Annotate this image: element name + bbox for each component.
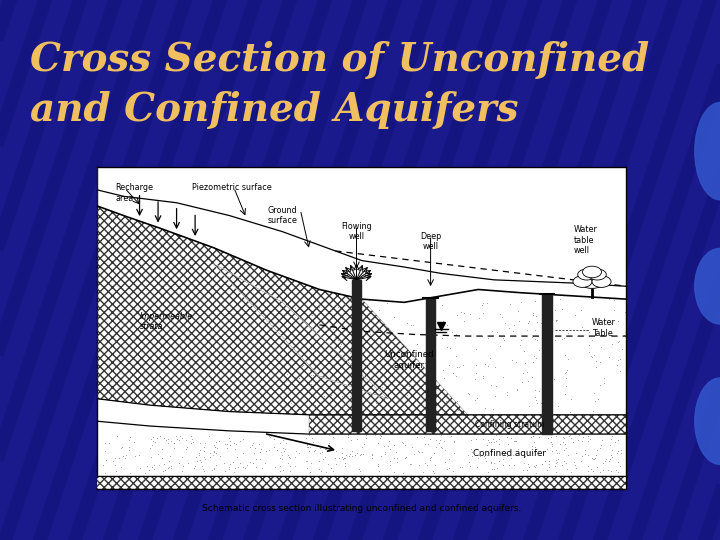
Polygon shape (542, 294, 552, 434)
Text: Ground
surface: Ground surface (268, 206, 297, 225)
Polygon shape (309, 415, 626, 434)
Circle shape (592, 276, 611, 287)
Text: Recharge
area: Recharge area (116, 184, 154, 203)
Circle shape (588, 269, 606, 280)
Polygon shape (97, 476, 626, 489)
Text: Water
Table: Water Table (592, 319, 616, 338)
Circle shape (577, 269, 595, 280)
Circle shape (577, 271, 607, 288)
Text: Impermeable
strata: Impermeable strata (140, 312, 193, 332)
Polygon shape (426, 298, 436, 431)
Text: Deep
well: Deep well (420, 232, 441, 251)
Text: Confined aquifer: Confined aquifer (474, 449, 546, 458)
Text: Confining stratum: Confining stratum (475, 420, 545, 429)
Text: Schematic cross section illustrating unconfined and confined aquifers.: Schematic cross section illustrating unc… (202, 504, 521, 513)
Polygon shape (97, 167, 626, 415)
Ellipse shape (695, 378, 720, 464)
Text: Flowing
well: Flowing well (341, 222, 372, 241)
Ellipse shape (695, 103, 720, 200)
Circle shape (582, 266, 601, 278)
Text: Unconfined
aquifer: Unconfined aquifer (384, 350, 434, 370)
Circle shape (573, 276, 592, 287)
Polygon shape (97, 167, 468, 415)
Text: Water
table
well: Water table well (574, 225, 598, 255)
Polygon shape (352, 280, 361, 431)
Text: Cross Section of Unconfined: Cross Section of Unconfined (30, 41, 649, 79)
Text: Piezometric surface: Piezometric surface (192, 184, 272, 192)
Polygon shape (97, 421, 626, 476)
Polygon shape (214, 264, 388, 399)
Ellipse shape (695, 248, 720, 324)
Text: and Confined Aquifers: and Confined Aquifers (30, 91, 518, 129)
